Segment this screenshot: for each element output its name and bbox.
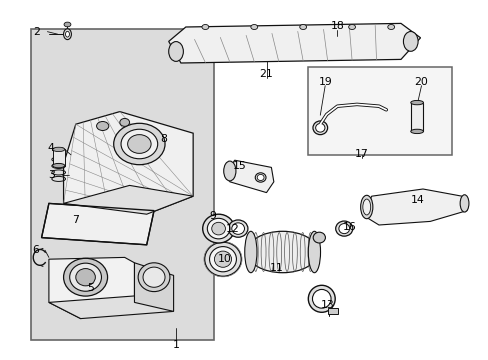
Ellipse shape: [127, 135, 151, 153]
Text: 10: 10: [218, 254, 231, 264]
Ellipse shape: [338, 224, 349, 234]
Ellipse shape: [113, 123, 164, 165]
Text: 20: 20: [414, 77, 427, 87]
Text: 11: 11: [269, 263, 283, 273]
Ellipse shape: [223, 161, 236, 181]
Text: 17: 17: [354, 149, 368, 159]
Ellipse shape: [120, 118, 129, 126]
Text: 3: 3: [48, 170, 55, 180]
Text: 4: 4: [48, 143, 55, 153]
Polygon shape: [49, 295, 173, 319]
Bar: [327, 308, 338, 314]
Ellipse shape: [63, 29, 71, 40]
Ellipse shape: [231, 223, 244, 234]
Ellipse shape: [312, 289, 330, 308]
Ellipse shape: [211, 222, 225, 235]
Ellipse shape: [228, 220, 247, 237]
Ellipse shape: [143, 267, 165, 287]
Ellipse shape: [138, 263, 170, 292]
Text: 14: 14: [410, 195, 424, 205]
Polygon shape: [49, 257, 134, 319]
Text: 15: 15: [232, 161, 246, 171]
Ellipse shape: [203, 214, 234, 243]
Ellipse shape: [403, 32, 417, 51]
Text: 13: 13: [320, 300, 334, 310]
Ellipse shape: [315, 123, 325, 132]
Ellipse shape: [360, 195, 372, 219]
Ellipse shape: [308, 285, 335, 312]
Ellipse shape: [76, 269, 95, 286]
Ellipse shape: [299, 24, 306, 30]
Text: 6: 6: [32, 245, 39, 255]
Text: 18: 18: [330, 21, 344, 31]
Ellipse shape: [348, 24, 355, 30]
Ellipse shape: [53, 147, 65, 152]
Bar: [307, 67, 451, 155]
Polygon shape: [364, 189, 466, 225]
Ellipse shape: [257, 175, 264, 181]
Bar: [53, 149, 65, 166]
Ellipse shape: [335, 221, 352, 236]
Ellipse shape: [69, 263, 102, 291]
Text: 2: 2: [33, 27, 40, 37]
Bar: [31, 29, 214, 340]
Text: 12: 12: [225, 224, 239, 234]
Polygon shape: [41, 203, 154, 245]
Polygon shape: [134, 263, 173, 311]
Text: 7: 7: [72, 215, 79, 225]
Ellipse shape: [209, 247, 236, 272]
Ellipse shape: [204, 242, 241, 276]
Ellipse shape: [410, 100, 423, 105]
Ellipse shape: [255, 173, 265, 182]
Text: 8: 8: [160, 134, 167, 144]
Ellipse shape: [63, 258, 107, 296]
Ellipse shape: [97, 122, 108, 131]
Text: 21: 21: [259, 69, 273, 79]
Text: 19: 19: [318, 77, 331, 87]
Polygon shape: [227, 160, 273, 193]
Ellipse shape: [53, 163, 65, 168]
Ellipse shape: [121, 129, 157, 159]
Ellipse shape: [387, 24, 394, 30]
Ellipse shape: [202, 24, 208, 30]
Ellipse shape: [168, 42, 183, 62]
Ellipse shape: [362, 199, 370, 215]
Ellipse shape: [308, 231, 320, 273]
Ellipse shape: [247, 231, 318, 273]
Polygon shape: [63, 112, 193, 214]
Ellipse shape: [64, 22, 71, 27]
Text: 16: 16: [342, 222, 356, 232]
Ellipse shape: [459, 195, 468, 212]
Ellipse shape: [244, 231, 256, 273]
Text: 5: 5: [87, 283, 94, 293]
Polygon shape: [168, 23, 420, 63]
Ellipse shape: [410, 129, 423, 134]
Ellipse shape: [65, 31, 69, 37]
Bar: [410, 103, 423, 131]
Ellipse shape: [207, 218, 229, 239]
Text: 9: 9: [209, 211, 216, 221]
Text: 1: 1: [172, 339, 179, 350]
Ellipse shape: [312, 121, 327, 135]
Ellipse shape: [214, 251, 231, 267]
Ellipse shape: [312, 232, 325, 243]
Polygon shape: [63, 185, 193, 214]
Ellipse shape: [250, 24, 257, 30]
